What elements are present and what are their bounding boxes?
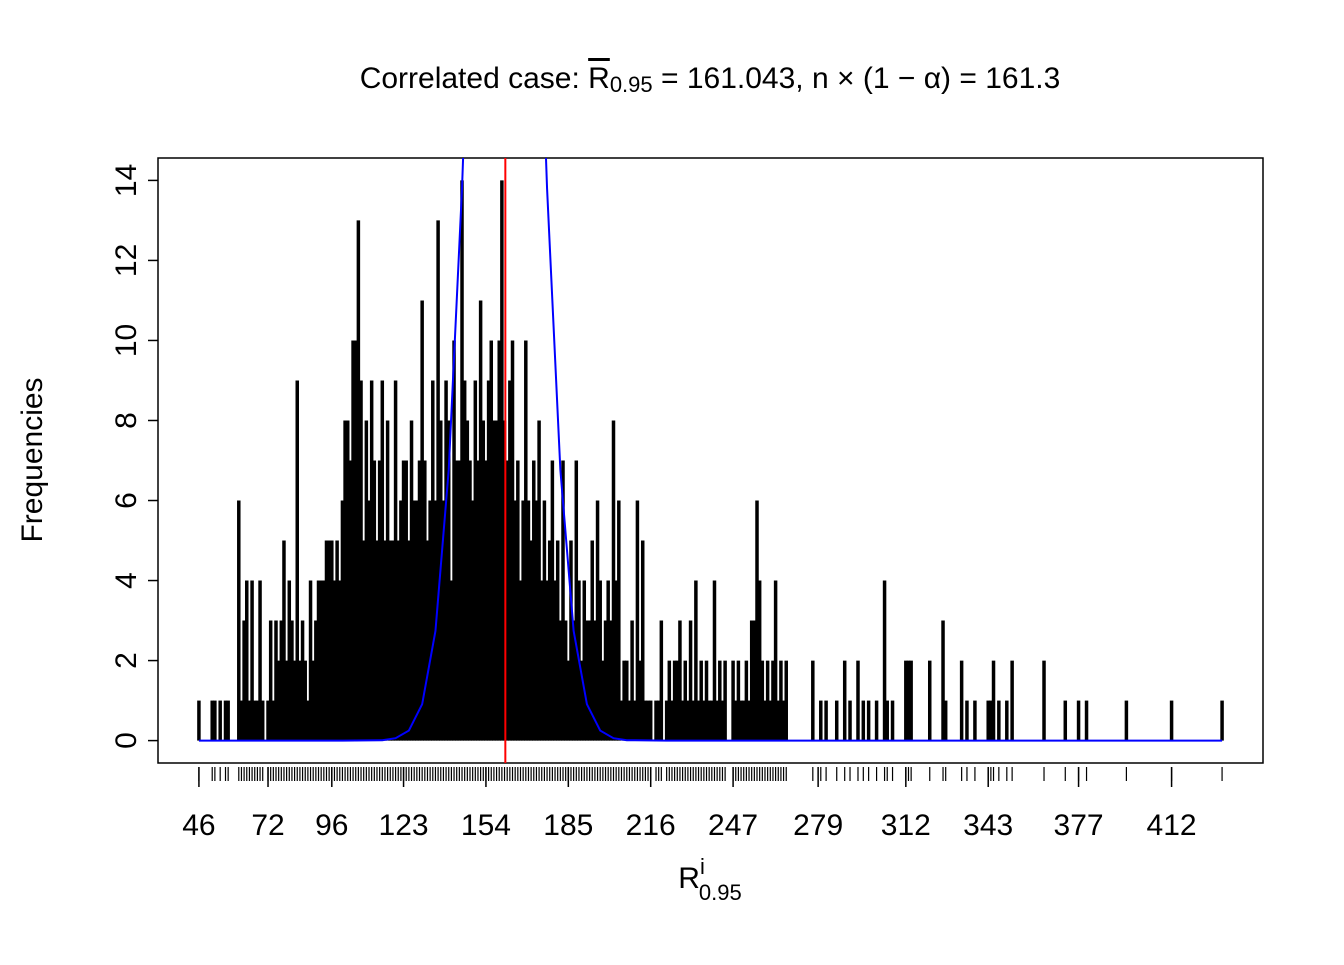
y-tick-label: 2 (110, 652, 143, 669)
x-tick-label: 123 (379, 809, 429, 842)
plot-frame (157, 157, 1264, 764)
x-tick-label: 343 (963, 809, 1013, 842)
x-tick-label: 247 (708, 809, 758, 842)
y-tick-label: 4 (110, 572, 143, 589)
x-tick-label: 46 (182, 809, 215, 842)
x-tick-label: 216 (626, 809, 676, 842)
y-axis-label: Frequencies (16, 377, 49, 542)
title-text: = 161.043, n × (653, 62, 863, 95)
x-tick-label: 279 (793, 809, 843, 842)
x-label-superscript: i (700, 854, 705, 879)
title-text: (1 − α) (863, 62, 951, 95)
y-tick-label: 12 (110, 244, 143, 277)
y-tick-label: 6 (110, 492, 143, 509)
x-label-symbol: R (678, 862, 700, 895)
title-text: = 161.3 (951, 62, 1060, 95)
x-axis-label: Ri 0.95 (678, 854, 741, 905)
x-label-subscript: 0.95 (699, 880, 742, 905)
plot-area (197, 158, 1224, 742)
y-tick-label: 14 (110, 164, 143, 197)
y-tick-label: 8 (110, 412, 143, 429)
x-tick-label: 185 (543, 809, 593, 842)
x-tick-label: 154 (461, 809, 511, 842)
y-tick-label: 0 (110, 732, 143, 749)
x-tick-label: 312 (881, 809, 931, 842)
chart-title: Correlated case: R0.95 = 161.043, n × (1… (360, 62, 1061, 97)
density-curve (198, 158, 1223, 742)
x-tick-label: 412 (1147, 809, 1197, 842)
x-tick-label: 96 (315, 809, 348, 842)
title-symbol: R (588, 62, 610, 95)
x-tick-label: 377 (1054, 809, 1104, 842)
x-tick-label: 72 (251, 809, 284, 842)
title-text: Correlated case: (360, 62, 588, 95)
title-subscript: 0.95 (610, 72, 653, 97)
y-tick-label: 10 (110, 324, 143, 357)
